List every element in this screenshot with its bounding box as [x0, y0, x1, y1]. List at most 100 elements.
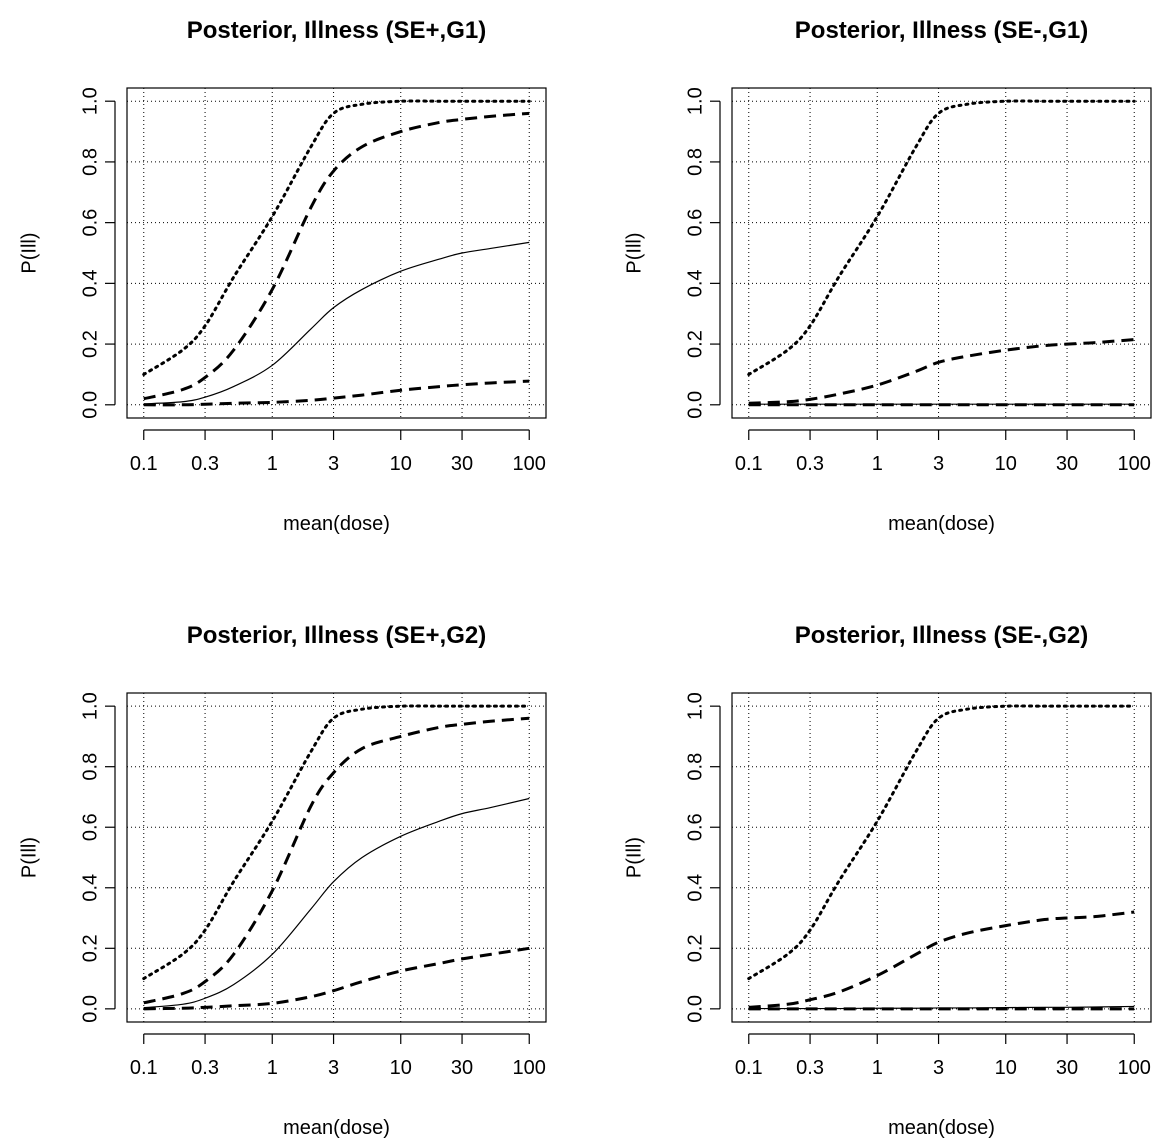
x-tick-label: 10 — [390, 453, 412, 475]
y-tick-label: 0.8 — [79, 148, 101, 176]
plot-frame — [126, 692, 547, 1023]
y-tick-label: 0.6 — [79, 813, 101, 841]
series-line-dashed-4 — [143, 379, 530, 407]
y-tick-label: 0.2 — [684, 330, 706, 358]
x-tick-label: 100 — [1118, 1057, 1151, 1079]
y-axis-label: P(Ill) — [18, 232, 40, 273]
series-line-dotted-1 — [142, 99, 531, 376]
y-tick-label: 0.8 — [684, 753, 706, 781]
y-tick-label: 0.8 — [79, 753, 101, 781]
x-tick-label: 1 — [267, 1057, 278, 1079]
x-tick-label: 0.1 — [130, 1057, 158, 1079]
y-tick-label: 0.0 — [684, 995, 706, 1023]
y-tick-label: 1.0 — [79, 692, 101, 720]
x-tick-label: 0.3 — [796, 453, 824, 475]
y-tick-label: 0.6 — [684, 209, 706, 237]
y-tick-label: 0.6 — [79, 209, 101, 237]
series-line-dashed-2 — [748, 910, 1135, 1009]
x-axis: 0.1 0.3 1 3 10 30 100 mean(dose) — [130, 429, 546, 535]
x-tick-label: 10 — [390, 1057, 412, 1079]
y-tick-label: 1.0 — [684, 87, 706, 115]
x-tick-label: 0.1 — [735, 1057, 763, 1079]
y-tick-label: 0.2 — [79, 330, 101, 358]
x-tick-label: 30 — [451, 1057, 473, 1079]
chart-title: Posterior, Illness (SE-,G2) — [795, 622, 1088, 649]
x-axis: 0.1 0.3 1 3 10 30 100 mean(dose) — [735, 1033, 1151, 1139]
x-tick-label: 0.1 — [130, 453, 158, 475]
y-tick-label: 1.0 — [684, 692, 706, 720]
series-line-dotted-1 — [747, 704, 1136, 981]
x-tick-label: 3 — [328, 1057, 339, 1079]
y-tick-label: 0.6 — [684, 813, 706, 841]
x-tick-label: 100 — [513, 453, 546, 475]
plot-frame — [731, 692, 1152, 1023]
x-tick-label: 3 — [933, 453, 944, 475]
chart-title: Posterior, Illness (SE-,G1) — [795, 17, 1088, 44]
y-tick-label: 0.4 — [79, 874, 101, 902]
grid — [732, 693, 1151, 1022]
y-tick-label: 0.2 — [684, 934, 706, 962]
x-tick-label: 10 — [995, 1057, 1017, 1079]
y-tick-label: 0.4 — [79, 269, 101, 297]
x-tick-label: 0.3 — [796, 1057, 824, 1079]
series-line-dashed-2 — [143, 111, 530, 401]
series-line-dashed-2 — [748, 338, 1135, 405]
x-tick-label: 1 — [267, 453, 278, 475]
grid — [127, 693, 546, 1022]
chart-panel-4: Posterior, Illness (SE-,G2) 0.1 0.3 1 3 10 30 1… — [623, 622, 1152, 1139]
x-tick-label: 100 — [1118, 453, 1151, 475]
grid — [127, 88, 546, 418]
x-tick-label: 100 — [513, 1057, 546, 1079]
x-tick-label: 1 — [872, 453, 883, 475]
x-tick-label: 1 — [872, 1057, 883, 1079]
y-tick-label: 0.0 — [79, 391, 101, 419]
x-axis-label: mean(dose) — [888, 513, 995, 535]
x-axis-label: mean(dose) — [283, 1117, 390, 1139]
x-tick-label: 30 — [1056, 453, 1078, 475]
y-axis: 0.0 0.2 0.4 0.6 0.8 1.0 P(Ill) — [18, 87, 116, 419]
y-tick-label: 0.0 — [684, 391, 706, 419]
y-tick-label: 0.4 — [684, 874, 706, 902]
series-line-dashed-2 — [143, 716, 530, 1005]
x-axis-label: mean(dose) — [888, 1117, 995, 1139]
series-group — [142, 704, 531, 1011]
series-line-dotted-1 — [142, 704, 531, 981]
series-group — [142, 99, 531, 407]
x-tick-label: 30 — [1056, 1057, 1078, 1079]
x-tick-label: 10 — [995, 453, 1017, 475]
y-tick-label: 0.2 — [79, 934, 101, 962]
x-axis-label: mean(dose) — [283, 513, 390, 535]
y-axis: 0.0 0.2 0.4 0.6 0.8 1.0 P(Ill) — [18, 692, 116, 1023]
x-axis: 0.1 0.3 1 3 10 30 100 mean(dose) — [130, 1033, 546, 1139]
series-line-dotted-1 — [747, 99, 1136, 376]
y-axis-label: P(Ill) — [623, 232, 645, 273]
series-group — [747, 99, 1136, 407]
x-tick-label: 0.3 — [191, 453, 219, 475]
series-group — [747, 704, 1136, 1011]
x-tick-label: 3 — [328, 453, 339, 475]
plot-frame — [731, 87, 1152, 419]
series-line-dashed-4 — [143, 946, 530, 1011]
y-tick-label: 1.0 — [79, 87, 101, 115]
chart-panel-1: Posterior, Illness (SE+,G1) 0.1 0.3 1 3 10 30 1… — [18, 17, 547, 535]
series-line-solid-3 — [143, 797, 530, 1009]
x-tick-label: 30 — [451, 453, 473, 475]
chart-panel-3: Posterior, Illness (SE+,G2) 0.1 0.3 1 3 10 30 1… — [18, 622, 547, 1139]
chart-title: Posterior, Illness (SE+,G2) — [187, 622, 486, 649]
x-tick-label: 0.1 — [735, 453, 763, 475]
plot-frame — [126, 87, 547, 419]
grid — [732, 88, 1151, 418]
y-tick-label: 0.4 — [684, 269, 706, 297]
x-tick-label: 0.3 — [191, 1057, 219, 1079]
series-line-solid-3 — [143, 241, 530, 405]
y-axis-label: P(Ill) — [18, 837, 40, 878]
y-tick-label: 0.0 — [79, 995, 101, 1023]
y-axis-label: P(Ill) — [623, 837, 645, 878]
chart-panel-2: Posterior, Illness (SE-,G1) 0.1 0.3 1 3 10 30 1… — [623, 17, 1152, 535]
x-axis: 0.1 0.3 1 3 10 30 100 mean(dose) — [735, 429, 1151, 535]
y-axis: 0.0 0.2 0.4 0.6 0.8 1.0 P(Ill) — [623, 692, 721, 1023]
x-tick-label: 3 — [933, 1057, 944, 1079]
chart-title: Posterior, Illness (SE+,G1) — [187, 17, 486, 44]
y-axis: 0.0 0.2 0.4 0.6 0.8 1.0 P(Ill) — [623, 87, 721, 419]
